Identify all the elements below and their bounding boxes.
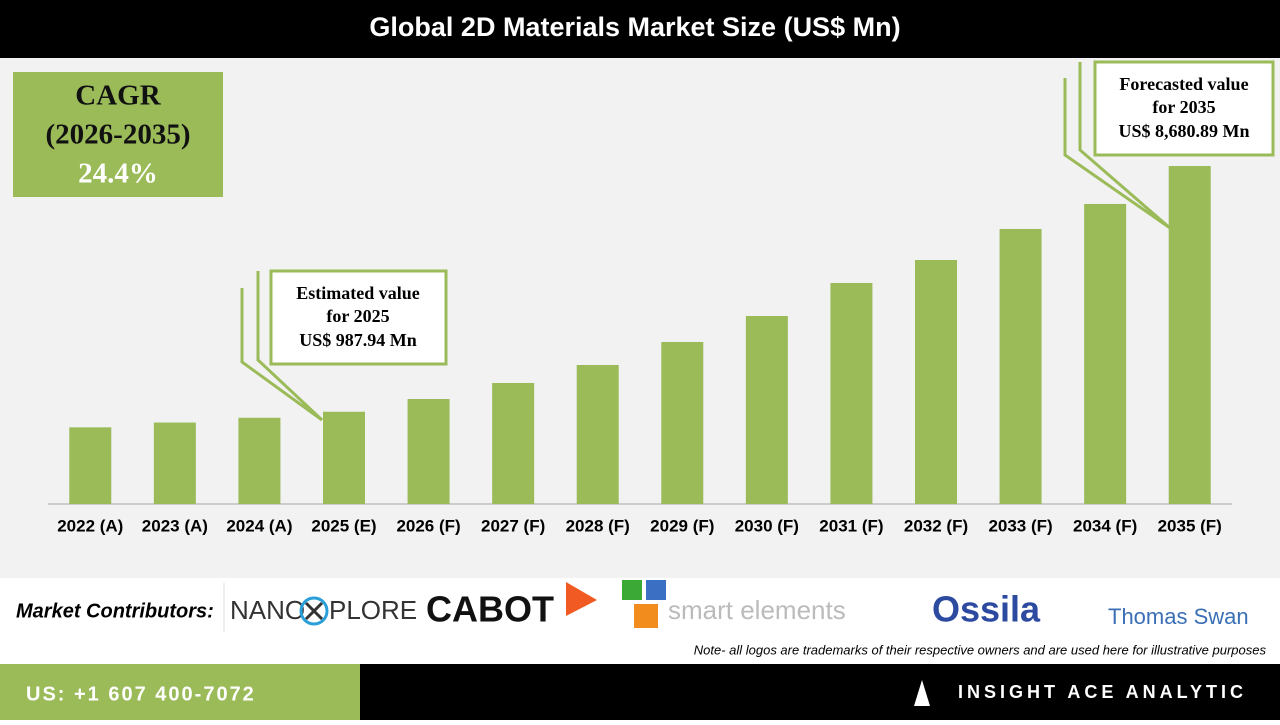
x-tick-label: 2029 (F) bbox=[650, 516, 714, 535]
cagr-value: 24.4% bbox=[78, 158, 158, 190]
phone-band bbox=[0, 664, 360, 720]
connector bbox=[1063, 78, 1171, 230]
logo: Ossila bbox=[932, 589, 1041, 630]
x-tick-label: 2033 (F) bbox=[988, 516, 1052, 535]
brand: INSIGHT ACE ANALYTIC bbox=[958, 682, 1247, 702]
connector bbox=[256, 271, 324, 422]
forecast-callout bbox=[1093, 60, 1275, 157]
bar bbox=[576, 364, 619, 504]
estimated-callout bbox=[269, 269, 448, 366]
callout-text: for 2025 bbox=[326, 306, 389, 326]
logo-icon bbox=[304, 601, 324, 621]
logo-icon bbox=[646, 580, 666, 600]
cagr-box bbox=[13, 72, 223, 197]
callout-text: for 2035 bbox=[1152, 97, 1215, 117]
x-tick-label: 2023 (A) bbox=[142, 516, 208, 535]
logo-icon bbox=[566, 582, 597, 616]
x-tick-label: 2027 (F) bbox=[481, 516, 545, 535]
logo: Thomas Swan bbox=[1108, 604, 1249, 629]
brand-band bbox=[360, 664, 1280, 720]
logo-icon bbox=[299, 596, 329, 626]
connector bbox=[1078, 62, 1171, 230]
bar bbox=[238, 417, 281, 504]
bar bbox=[153, 422, 196, 504]
note: Note- all logos are trademarks of their … bbox=[694, 642, 1267, 657]
bar bbox=[1168, 166, 1211, 504]
callout-text: Estimated value bbox=[296, 283, 420, 303]
logo-icon bbox=[634, 604, 658, 628]
bar bbox=[745, 315, 788, 504]
bar bbox=[999, 228, 1042, 505]
bar bbox=[323, 411, 365, 504]
logo: NANO bbox=[230, 595, 305, 625]
phone: US: +1 607 400-7072 bbox=[26, 683, 256, 705]
bar bbox=[661, 341, 704, 504]
bar bbox=[492, 383, 535, 504]
x-tick-label: 2031 (F) bbox=[819, 516, 883, 535]
x-tick-label: 2025 (E) bbox=[311, 516, 376, 535]
logo-icon bbox=[622, 580, 642, 600]
callout-text: US$ 987.94 Mn bbox=[299, 330, 417, 350]
contributors-label: Market Contributors: bbox=[16, 600, 214, 622]
x-tick-label: 2034 (F) bbox=[1073, 516, 1137, 535]
logo: CABOT bbox=[426, 589, 554, 630]
bar bbox=[1084, 203, 1127, 504]
chart-title: Global 2D Materials Market Size (US$ Mn) bbox=[369, 12, 900, 42]
x-tick-label: 2024 (A) bbox=[226, 516, 292, 535]
x-tick-label: 2022 (A) bbox=[57, 516, 123, 535]
bar bbox=[830, 282, 873, 504]
callout-text: Forecasted value bbox=[1119, 74, 1248, 94]
logo: smart elements bbox=[668, 595, 846, 625]
bar bbox=[407, 399, 450, 504]
connector bbox=[240, 288, 323, 422]
x-tick-label: 2026 (F) bbox=[396, 516, 460, 535]
cagr-label: CAGR bbox=[75, 80, 161, 112]
bar bbox=[69, 427, 112, 504]
x-tick-label: 2030 (F) bbox=[735, 516, 799, 535]
x-tick-label: 2035 (F) bbox=[1158, 516, 1222, 535]
cagr-period: (2026-2035) bbox=[46, 119, 191, 151]
x-tick-label: 2032 (F) bbox=[904, 516, 968, 535]
callout-text: US$ 8,680.89 Mn bbox=[1118, 121, 1249, 141]
brand-icon bbox=[914, 680, 930, 706]
logo: PLORE bbox=[329, 595, 417, 625]
title-bar bbox=[0, 0, 1280, 58]
x-tick-label: 2028 (F) bbox=[566, 516, 630, 535]
bar bbox=[915, 259, 957, 504]
